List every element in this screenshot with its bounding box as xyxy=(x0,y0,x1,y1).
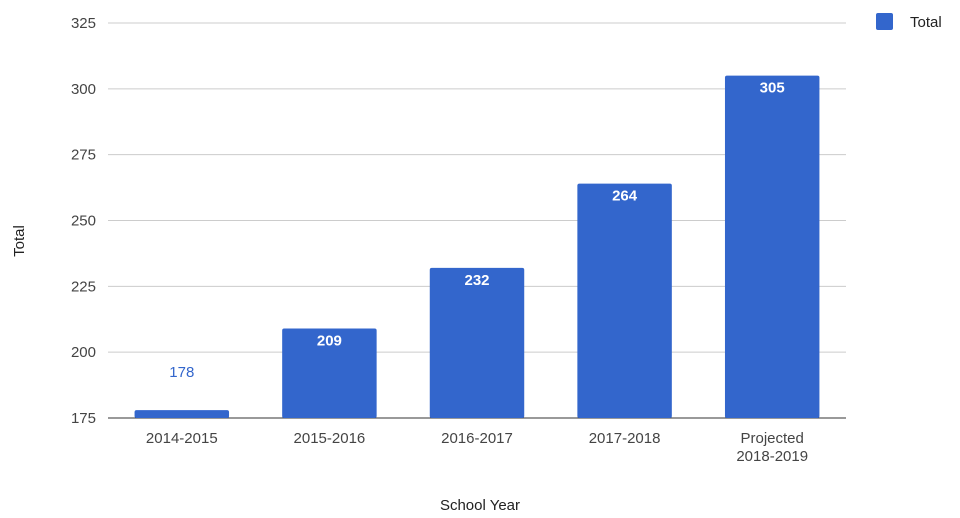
bar-value-label: 305 xyxy=(760,80,785,97)
y-tick-label: 300 xyxy=(71,81,96,98)
bar-value-label: 209 xyxy=(317,332,342,349)
x-tick-label: 2015-2016 xyxy=(294,430,366,447)
bars xyxy=(134,75,820,419)
bar xyxy=(429,267,525,418)
y-tick-label: 175 xyxy=(71,410,96,427)
legend: Total xyxy=(876,13,942,31)
x-axis-title: School Year xyxy=(440,497,520,514)
y-tick-label: 200 xyxy=(71,344,96,361)
x-tick-label: 2014-2015 xyxy=(146,430,218,447)
y-tick-label: 325 xyxy=(71,15,96,32)
y-tick-label: 225 xyxy=(71,278,96,295)
bar-value-label: 264 xyxy=(612,188,638,205)
x-tick-label: 2016-2017 xyxy=(441,430,513,447)
bar xyxy=(577,183,672,418)
x-tick-label: 2018-2019 xyxy=(736,448,808,465)
x-tick-label: Projected xyxy=(741,430,804,447)
bar-value-label: 178 xyxy=(169,364,194,381)
data-labels: 178 209 232 264 305 xyxy=(169,80,784,381)
legend-swatch-total xyxy=(876,13,893,30)
y-axis-title: Total xyxy=(11,225,28,257)
bar-value-label: 232 xyxy=(464,272,489,289)
x-tick-label: 2017-2018 xyxy=(589,430,661,447)
bar xyxy=(134,410,230,418)
y-axis-ticks: 175 200 225 250 275 300 325 xyxy=(71,15,96,427)
legend-label-total: Total xyxy=(910,14,942,31)
y-tick-label: 250 xyxy=(71,213,96,230)
x-axis-ticks: 2014-2015 2015-2016 2016-2017 2017-2018 Proj… xyxy=(146,430,808,465)
y-tick-label: 275 xyxy=(71,147,96,164)
bar xyxy=(724,75,820,419)
bar xyxy=(282,328,377,418)
